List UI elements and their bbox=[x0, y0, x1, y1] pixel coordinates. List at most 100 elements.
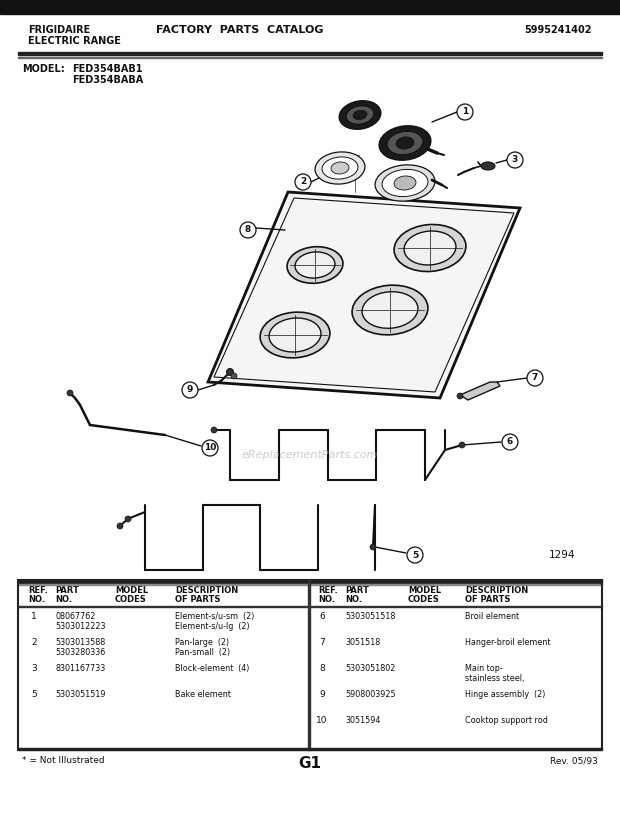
Circle shape bbox=[370, 544, 376, 550]
Text: 9: 9 bbox=[187, 385, 193, 394]
Text: Pan-small  (2): Pan-small (2) bbox=[175, 648, 230, 657]
Text: 1: 1 bbox=[462, 107, 468, 116]
Ellipse shape bbox=[394, 176, 416, 190]
Ellipse shape bbox=[295, 252, 335, 278]
Circle shape bbox=[459, 442, 465, 448]
Text: CODES: CODES bbox=[408, 595, 440, 604]
Circle shape bbox=[117, 523, 123, 529]
Ellipse shape bbox=[260, 312, 330, 357]
Text: FED354BAB1: FED354BAB1 bbox=[72, 64, 143, 74]
Text: FED354BABA: FED354BABA bbox=[72, 75, 143, 85]
Circle shape bbox=[295, 174, 311, 190]
Ellipse shape bbox=[352, 285, 428, 335]
Text: PART: PART bbox=[345, 586, 369, 595]
Text: eReplacementParts.com: eReplacementParts.com bbox=[242, 450, 378, 460]
Ellipse shape bbox=[287, 247, 343, 283]
Ellipse shape bbox=[394, 224, 466, 272]
Text: 5303013588: 5303013588 bbox=[55, 638, 105, 647]
Text: 3: 3 bbox=[512, 155, 518, 164]
Ellipse shape bbox=[353, 110, 367, 119]
Circle shape bbox=[226, 368, 234, 375]
Text: 5995241402: 5995241402 bbox=[525, 25, 592, 35]
Ellipse shape bbox=[346, 106, 374, 124]
Text: 08067762: 08067762 bbox=[55, 612, 95, 621]
Text: 6: 6 bbox=[319, 612, 325, 621]
Bar bbox=[18, 580, 602, 750]
Text: 5303280336: 5303280336 bbox=[55, 648, 105, 657]
Bar bbox=[0, 0, 620, 14]
Circle shape bbox=[125, 516, 131, 522]
Text: PART: PART bbox=[55, 586, 79, 595]
Text: 5: 5 bbox=[412, 551, 418, 560]
Text: REF.: REF. bbox=[28, 586, 48, 595]
Text: 1294: 1294 bbox=[549, 550, 575, 560]
Text: 3051594: 3051594 bbox=[345, 716, 381, 725]
Circle shape bbox=[182, 382, 198, 398]
Text: MODEL: MODEL bbox=[408, 586, 441, 595]
Circle shape bbox=[457, 393, 463, 399]
Text: Element-s/u-sm  (2): Element-s/u-sm (2) bbox=[175, 612, 254, 621]
Bar bbox=[18, 606, 602, 607]
Text: Main top-: Main top- bbox=[465, 664, 503, 673]
Text: Pan-large  (2): Pan-large (2) bbox=[175, 638, 229, 647]
Circle shape bbox=[507, 152, 523, 168]
Text: 5: 5 bbox=[31, 690, 37, 699]
Bar bbox=[18, 748, 602, 750]
Ellipse shape bbox=[404, 231, 456, 265]
Circle shape bbox=[457, 104, 473, 120]
Circle shape bbox=[231, 373, 237, 379]
Circle shape bbox=[407, 547, 423, 563]
Text: Hinge assembly  (2): Hinge assembly (2) bbox=[465, 690, 546, 699]
Text: 7: 7 bbox=[319, 638, 325, 647]
Ellipse shape bbox=[362, 292, 418, 328]
Circle shape bbox=[240, 222, 256, 238]
Text: ELECTRIC RANGE: ELECTRIC RANGE bbox=[28, 36, 121, 46]
Text: 5303051802: 5303051802 bbox=[345, 664, 396, 673]
Circle shape bbox=[211, 427, 217, 433]
Ellipse shape bbox=[387, 132, 423, 155]
Ellipse shape bbox=[269, 318, 321, 352]
Circle shape bbox=[202, 440, 218, 456]
Text: NO.: NO. bbox=[55, 595, 72, 604]
Circle shape bbox=[527, 370, 543, 386]
Ellipse shape bbox=[339, 101, 381, 129]
Text: NO.: NO. bbox=[345, 595, 362, 604]
Text: Element-s/u-lg  (2): Element-s/u-lg (2) bbox=[175, 622, 250, 631]
Ellipse shape bbox=[379, 126, 431, 160]
Text: FACTORY  PARTS  CATALOG: FACTORY PARTS CATALOG bbox=[156, 25, 324, 35]
Polygon shape bbox=[208, 192, 520, 398]
Text: Hanger-broil element: Hanger-broil element bbox=[465, 638, 551, 647]
Text: 5303012223: 5303012223 bbox=[55, 622, 105, 631]
Text: 3051518: 3051518 bbox=[345, 638, 380, 647]
Bar bbox=[308, 580, 309, 750]
Text: Rev. 05/93: Rev. 05/93 bbox=[550, 756, 598, 765]
Text: 3: 3 bbox=[31, 664, 37, 673]
Text: 7: 7 bbox=[532, 374, 538, 383]
Ellipse shape bbox=[375, 165, 435, 201]
Text: REF.: REF. bbox=[318, 586, 338, 595]
Circle shape bbox=[502, 434, 518, 450]
Text: 6: 6 bbox=[507, 438, 513, 447]
Text: Block-element  (4): Block-element (4) bbox=[175, 664, 249, 673]
Bar bbox=[18, 52, 602, 55]
Text: * = Not Illustrated: * = Not Illustrated bbox=[22, 756, 105, 765]
Text: 8: 8 bbox=[319, 664, 325, 673]
Text: 5303051518: 5303051518 bbox=[345, 612, 396, 621]
Text: 8: 8 bbox=[245, 226, 251, 235]
Text: Broil element: Broil element bbox=[465, 612, 519, 621]
Ellipse shape bbox=[481, 162, 495, 170]
Text: NO.: NO. bbox=[28, 595, 45, 604]
Text: Cooktop support rod: Cooktop support rod bbox=[465, 716, 548, 725]
Text: Bake element: Bake element bbox=[175, 690, 231, 699]
Ellipse shape bbox=[382, 169, 428, 196]
Text: 5908003925: 5908003925 bbox=[345, 690, 396, 699]
Text: 8301167733: 8301167733 bbox=[55, 664, 105, 673]
Text: G1: G1 bbox=[298, 756, 322, 771]
Text: DESCRIPTION: DESCRIPTION bbox=[465, 586, 528, 595]
Ellipse shape bbox=[322, 157, 358, 179]
Text: stainless steel,: stainless steel, bbox=[465, 674, 525, 683]
Ellipse shape bbox=[315, 152, 365, 184]
Text: 1: 1 bbox=[31, 612, 37, 621]
Text: 10: 10 bbox=[204, 443, 216, 452]
Text: 2: 2 bbox=[300, 178, 306, 187]
